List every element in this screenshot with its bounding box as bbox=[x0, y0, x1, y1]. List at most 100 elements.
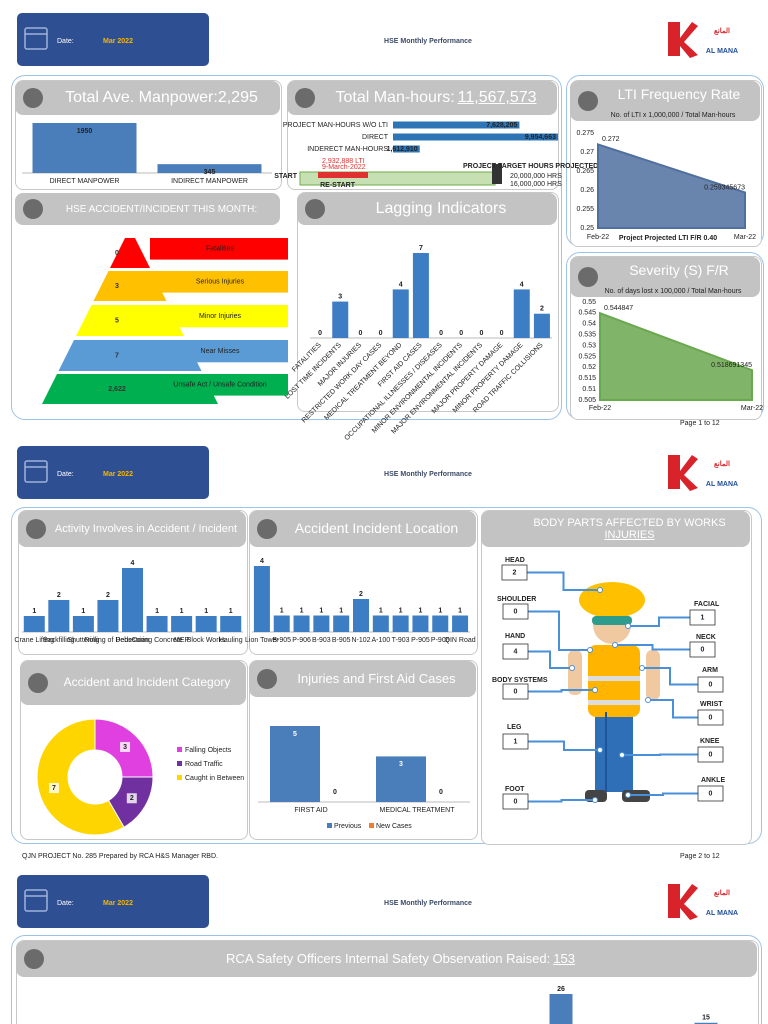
y-tick-label: 0.515 bbox=[578, 375, 596, 382]
value-label: 1 bbox=[81, 608, 85, 615]
value-label: 0 bbox=[115, 250, 119, 257]
body-part-label: NECK bbox=[696, 634, 716, 641]
x-tick-label: P-905 bbox=[411, 637, 430, 644]
date-value: Mar 2022 bbox=[103, 900, 133, 907]
x-tick-label: B-903 bbox=[312, 637, 331, 644]
value-label: 5 bbox=[115, 317, 119, 324]
pyramid-level bbox=[76, 305, 184, 336]
progress-projected: 16,000,000 HRS bbox=[510, 181, 562, 188]
x-tick-label: Hauling bbox=[219, 637, 243, 644]
bar bbox=[513, 289, 530, 338]
card-title: Accident Incident Location bbox=[281, 511, 472, 547]
card-title: Total Ave. Manpower:2,295 bbox=[47, 81, 276, 115]
y-tick-label: 0.51 bbox=[582, 386, 596, 393]
x-tick-label: N-102 bbox=[351, 637, 370, 644]
donut-slice bbox=[36, 718, 125, 836]
x-tick-label: P-906 bbox=[292, 637, 311, 644]
bar bbox=[412, 615, 429, 632]
y-tick-label: 0.505 bbox=[578, 397, 596, 404]
value-label: 1950 bbox=[77, 128, 93, 135]
bar bbox=[72, 616, 94, 632]
logo-mark bbox=[668, 22, 698, 58]
x-tick-label: P-906 bbox=[431, 637, 450, 644]
value-label: 0.272 bbox=[602, 136, 620, 143]
value-label: 1 bbox=[458, 607, 462, 614]
card-title-text: Activity Involves in Accident / Incident bbox=[54, 522, 238, 535]
header-icon bbox=[26, 519, 46, 539]
value-label: 2 bbox=[513, 569, 517, 576]
card-title-text: Injuries and First Aid Cases bbox=[297, 670, 456, 686]
value-label: 1 bbox=[379, 607, 383, 614]
pyramid-level bbox=[110, 238, 150, 268]
bar bbox=[353, 599, 369, 632]
value-label: 7 bbox=[115, 352, 119, 359]
y-tick-label: 0.54 bbox=[582, 321, 596, 328]
value-box bbox=[502, 793, 529, 810]
legend-swatch bbox=[327, 823, 332, 828]
x-tick-label: Lion Tower bbox=[245, 637, 279, 644]
progress-lti-label: 2,932,888 LTI bbox=[322, 158, 365, 165]
value-box bbox=[697, 746, 724, 763]
y-tick-label: 0.255 bbox=[576, 206, 594, 213]
y-tick-label: 0.53 bbox=[582, 342, 596, 349]
value-label: 0 bbox=[514, 688, 518, 695]
y-tick-label: DIRECT bbox=[362, 134, 389, 141]
logo-english: AL MANA bbox=[706, 48, 738, 55]
progress-lti bbox=[318, 172, 368, 178]
date-badge bbox=[17, 13, 209, 66]
bar bbox=[412, 253, 429, 338]
connector-dot bbox=[619, 752, 625, 758]
card-title: Activity Involves in Accident / Incident bbox=[50, 511, 242, 547]
value-label: 1 bbox=[339, 607, 343, 614]
value-label: 4 bbox=[520, 281, 524, 288]
card-title-text: BODY PARTS AFFECTED BY WORKS bbox=[533, 516, 726, 529]
bar bbox=[392, 615, 409, 632]
header-icon bbox=[28, 673, 48, 693]
pyramid-label: Fatalities bbox=[206, 246, 235, 253]
header-icon bbox=[23, 199, 43, 219]
connector-dot bbox=[597, 747, 603, 753]
body-part-label: ANKLE bbox=[701, 777, 725, 784]
x-tick-label: FIRST AID bbox=[294, 807, 327, 814]
header-icon bbox=[257, 519, 277, 539]
bar bbox=[97, 600, 119, 632]
value-label: 0.544847 bbox=[604, 305, 633, 312]
x-tick-label: B-905 bbox=[332, 637, 351, 644]
value-box bbox=[502, 683, 529, 700]
bar bbox=[452, 615, 469, 632]
bar bbox=[372, 615, 389, 632]
value-label: 0 bbox=[333, 789, 337, 796]
body-part-label: FACIAL bbox=[694, 601, 720, 608]
date-value: Mar 2022 bbox=[103, 471, 133, 478]
connector bbox=[528, 610, 590, 651]
connector bbox=[622, 753, 698, 756]
value-label: 3 bbox=[115, 283, 119, 290]
value-box bbox=[502, 603, 529, 620]
header-icon bbox=[305, 199, 325, 219]
y-tick-label: INDERECT MAN-HOURS bbox=[307, 146, 388, 153]
x-tick-label: Feb-22 bbox=[587, 234, 609, 241]
legend-label: Previous bbox=[334, 823, 362, 830]
x-tick-label: Block Works bbox=[187, 637, 226, 644]
pyramid-level bbox=[93, 271, 167, 301]
logo-english: AL MANA bbox=[706, 910, 738, 917]
card-title-text: LTI Frequency Rate bbox=[617, 86, 741, 103]
value-label: 7,628,205 bbox=[486, 122, 517, 129]
bar bbox=[293, 615, 310, 632]
bar bbox=[23, 616, 45, 632]
value-label: 345 bbox=[204, 169, 216, 176]
value-label: 0 bbox=[709, 681, 713, 688]
value-label: 0 bbox=[459, 330, 463, 337]
pyramid-level bbox=[42, 374, 218, 404]
x-tick-label: A-100 bbox=[371, 637, 390, 644]
card-header bbox=[570, 81, 760, 121]
body-part-label: SHOULDER bbox=[497, 596, 536, 603]
value-label: 0 bbox=[709, 714, 713, 721]
connector bbox=[527, 571, 600, 591]
y-tick-label: 0.265 bbox=[576, 168, 594, 175]
y-tick-label: 0.55 bbox=[582, 299, 596, 306]
body-part-label: ARM bbox=[702, 667, 718, 674]
value-label: 1 bbox=[419, 607, 423, 614]
card-title-text: Accident Incident Location bbox=[294, 520, 459, 537]
